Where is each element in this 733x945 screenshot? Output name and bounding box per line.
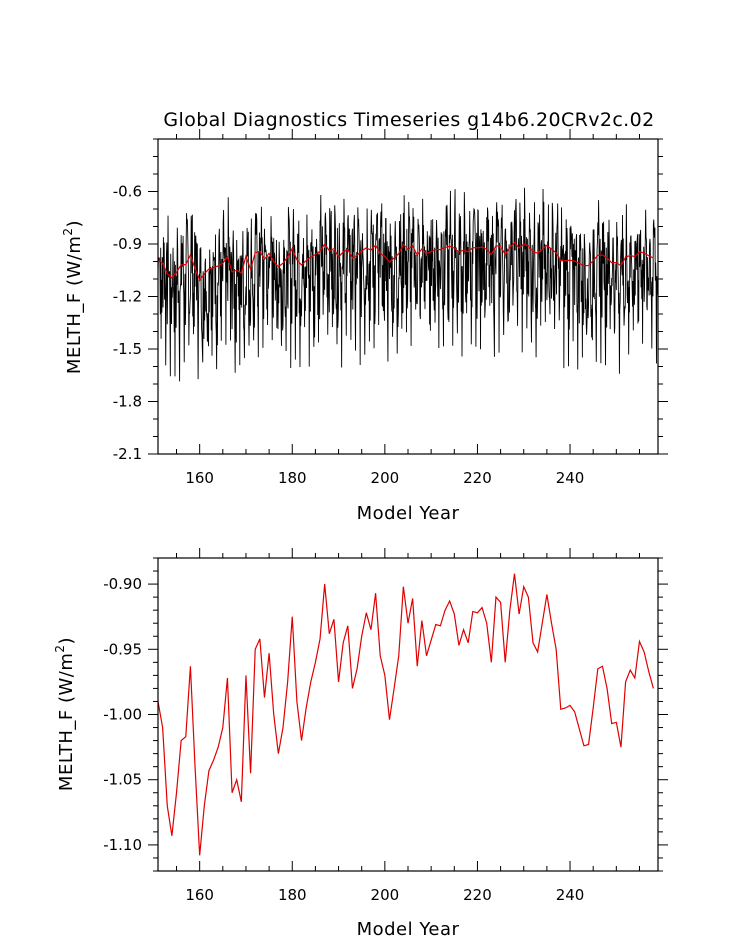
bottom-y-tick-label: -1.00 (103, 706, 142, 724)
top-y-tick-label: -1.2 (113, 288, 142, 306)
bottom-x-tick-label: 220 (463, 886, 492, 904)
top-y-axis-title-sup: 2 (61, 227, 75, 235)
bottom-x-tick-label: 160 (185, 886, 214, 904)
top-y-tick-label: -1.5 (113, 340, 142, 358)
bottom-plot-frame (157, 557, 659, 872)
bottom-y-tick-label: -0.95 (103, 640, 142, 658)
bottom-panel: 160 180 200 220 240 -1.10 -1.05 -1.00 -0.95 -0.9… (53, 548, 668, 940)
top-y-axis-title-end: ) (64, 220, 85, 228)
chart-title: Global Diagnostics Timeseries g14b6.20CR… (163, 109, 654, 131)
bottom-x-axis-title: Model Year (357, 919, 460, 940)
bottom-y-tick-label: -0.90 (103, 575, 142, 593)
top-y-axis-title: MELTH_F (W/m2) (61, 220, 85, 374)
top-panel: Global Diagnostics Timeseries g14b6.20CR… (61, 109, 668, 524)
top-y-tick-label: -0.9 (113, 235, 142, 253)
bottom-y-tick-label: -1.05 (103, 771, 142, 789)
top-x-axis-title: Model Year (357, 503, 460, 524)
top-x-tick-label: 200 (371, 469, 400, 487)
bottom-y-axis-title-end: ) (56, 637, 77, 645)
bottom-x-axis: 160 180 200 220 240 (176, 548, 640, 904)
bottom-y-axis: -1.10 -1.05 -1.00 -0.95 -0.90 (103, 557, 668, 872)
top-x-tick-label: 160 (185, 469, 214, 487)
top-x-tick-label: 220 (463, 469, 492, 487)
bottom-series-annual-mean (158, 573, 654, 856)
top-x-tick-label: 240 (556, 469, 585, 487)
bottom-x-tick-label: 240 (556, 886, 585, 904)
top-y-tick-label: -0.6 (113, 183, 142, 201)
bottom-plot-area (158, 573, 654, 856)
bottom-x-tick-label: 200 (371, 886, 400, 904)
top-series-monthly (158, 187, 658, 382)
top-y-axis: -2.1 -1.8 -1.5 -1.2 -0.9 -0.6 (113, 138, 668, 463)
top-y-tick-label: -2.1 (113, 445, 142, 463)
bottom-y-tick-label: -1.10 (103, 836, 142, 854)
bottom-y-axis-title: MELTH_F (W/m2) (53, 637, 77, 791)
bottom-y-axis-title-sup: 2 (53, 644, 67, 652)
top-series-annual-mean (158, 241, 654, 282)
bottom-y-axis-title-main: MELTH_F (W/m (56, 653, 77, 791)
top-plot-area (158, 187, 658, 382)
bottom-x-tick-label: 180 (278, 886, 307, 904)
top-x-axis: 160 180 200 220 240 (176, 129, 640, 487)
top-x-tick-label: 180 (278, 469, 307, 487)
top-y-axis-title-main: MELTH_F (W/m (64, 236, 85, 374)
top-y-tick-label: -1.8 (113, 393, 142, 411)
